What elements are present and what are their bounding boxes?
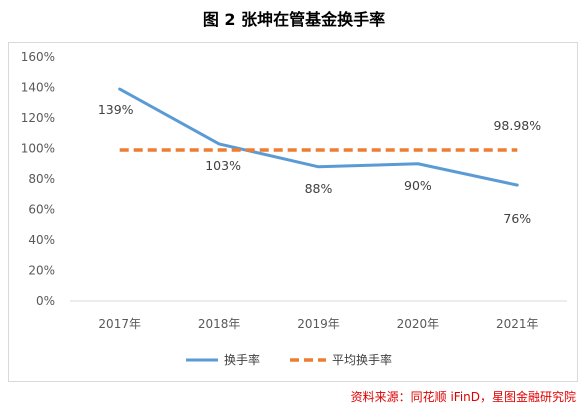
chart-axes: 0% 20% 40% 60% 80% 100% 120% 140% 160% 2017年 2018年…	[21, 50, 567, 331]
x-tick-label: 2017年	[98, 317, 141, 331]
x-tick-label: 2018年	[198, 317, 241, 331]
turnover-data-label: 139%	[98, 102, 134, 117]
chart-legend: 换手率 平均换手率	[186, 352, 392, 367]
source-note: 资料来源：同花顺 iFinD，星图金融研究院	[350, 390, 576, 404]
y-tick-label: 0%	[36, 294, 55, 308]
average-data-label: 98.98%	[493, 118, 541, 133]
turnover-data-label: 76%	[503, 211, 531, 226]
y-tick-label: 20%	[28, 264, 55, 278]
chart-title: 图 2 张坤在管基金换手率	[202, 10, 386, 29]
y-tick-label: 160%	[21, 50, 55, 64]
legend-label-average: 平均换手率	[332, 352, 392, 367]
turnover-data-label: 90%	[404, 178, 432, 193]
y-tick-label: 140%	[21, 81, 55, 95]
turnover-data-label: 88%	[305, 181, 333, 196]
y-tick-label: 40%	[28, 233, 55, 247]
legend-label-turnover: 换手率	[224, 352, 260, 367]
turnover-data-label: 103%	[205, 158, 241, 173]
chart-data-labels: 139% 103% 88% 90% 76% 98.98%	[98, 102, 541, 226]
turnover-line	[118, 87, 519, 187]
chart-frame	[8, 42, 578, 382]
x-tick-label: 2020年	[397, 317, 440, 331]
y-tick-label: 80%	[28, 172, 55, 186]
x-tick-label: 2021年	[496, 317, 539, 331]
x-tick-label: 2019年	[297, 317, 340, 331]
y-tick-label: 100%	[21, 142, 55, 156]
chart-series	[118, 87, 519, 187]
y-tick-label: 60%	[28, 203, 55, 217]
y-tick-label: 120%	[21, 111, 55, 125]
